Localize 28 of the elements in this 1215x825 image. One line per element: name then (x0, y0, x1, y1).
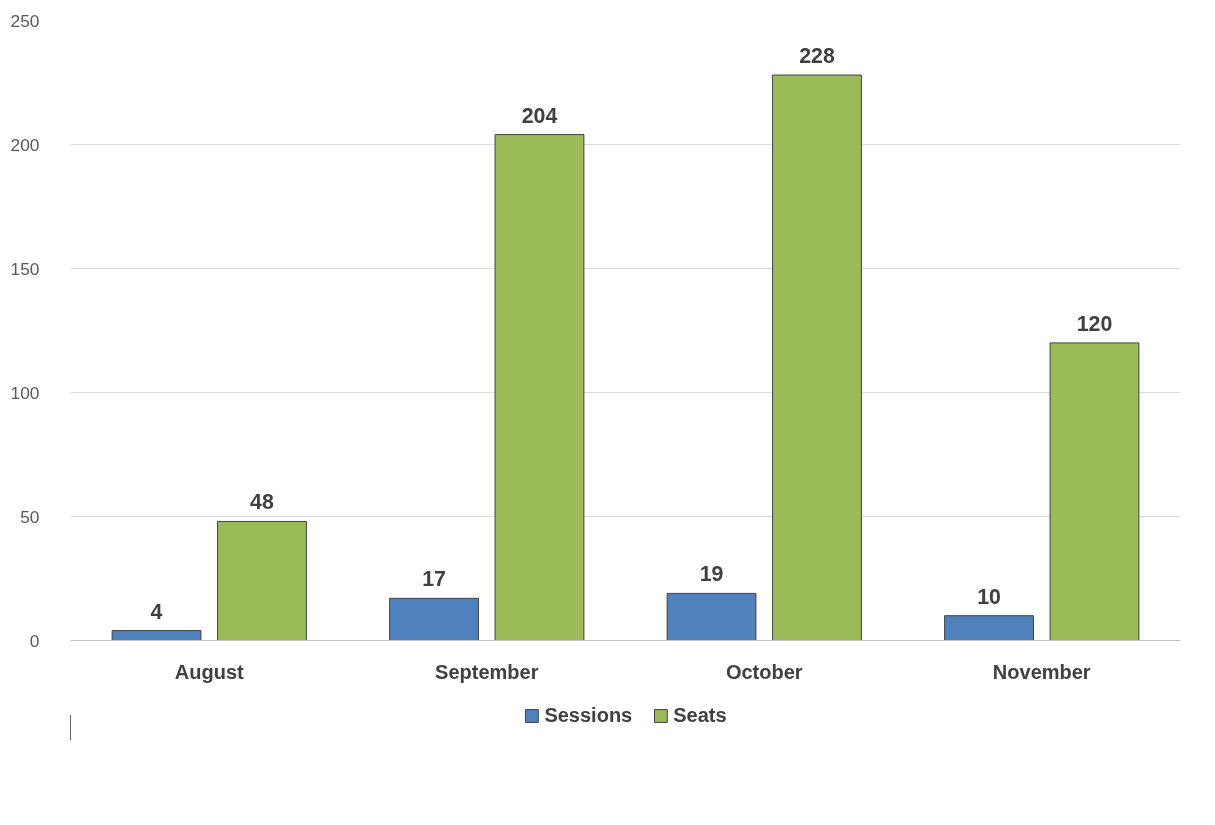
data-label: 19 (699, 562, 724, 587)
legend-label: Seats (673, 703, 727, 727)
x-tick-label: November (992, 660, 1091, 683)
data-label: 204 (521, 103, 558, 128)
y-tick-label: 250 (10, 10, 40, 31)
bar (389, 597, 479, 641)
y-tick-label: 100 (10, 382, 40, 403)
bar (944, 615, 1034, 641)
legend-label: Sessions (544, 703, 633, 727)
x-tick-label: October (725, 660, 803, 683)
bar (666, 592, 757, 641)
y-tick-label: 0 (29, 630, 40, 651)
bar (1049, 342, 1140, 641)
bar (772, 74, 862, 641)
data-label: 10 (977, 584, 1001, 609)
bar (217, 520, 307, 641)
data-label: 4 (150, 599, 163, 624)
y-tick-label: 50 (20, 506, 40, 527)
data-label: 48 (250, 490, 274, 515)
x-tick-label: September (435, 660, 539, 683)
data-label: 17 (422, 567, 446, 592)
data-label: 120 (1076, 311, 1113, 336)
x-tick-label: August (174, 660, 245, 683)
bar (494, 134, 585, 641)
data-label: 228 (799, 44, 835, 69)
y-tick-label: 200 (10, 134, 40, 155)
y-tick-label: 150 (10, 258, 40, 279)
bar (111, 630, 202, 641)
